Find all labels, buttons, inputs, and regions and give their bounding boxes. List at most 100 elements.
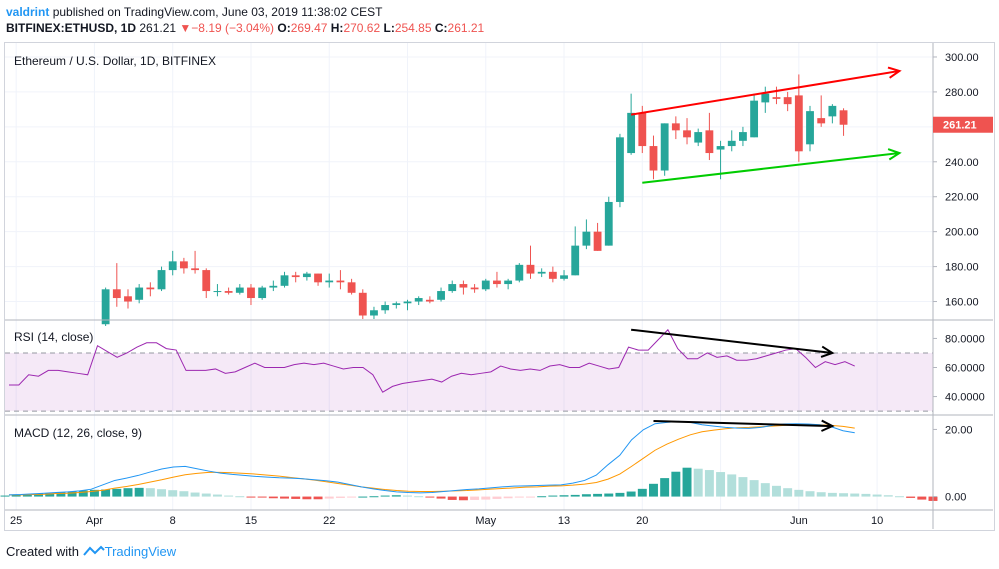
candle-body	[783, 97, 792, 105]
candle	[515, 263, 524, 283]
candle-body	[325, 280, 334, 283]
candle-body	[112, 289, 121, 299]
candle	[772, 86, 781, 105]
candle	[481, 278, 490, 292]
macd-histogram-bar	[347, 496, 357, 498]
candle-body	[548, 271, 557, 279]
price-tick-label: 220.00	[945, 192, 979, 204]
macd-histogram-bar	[22, 494, 32, 497]
resistance-trendline-head	[887, 66, 902, 79]
macd-histogram-bar	[67, 491, 77, 497]
macd-histogram-bar	[313, 496, 323, 500]
candle-body	[493, 280, 501, 285]
candle	[258, 285, 267, 300]
macd-histogram-bar	[212, 494, 222, 497]
chart-grid	[5, 43, 933, 510]
candle-body	[649, 146, 658, 171]
tradingview-link[interactable]: TradingView	[104, 544, 177, 559]
candle-body	[157, 270, 166, 290]
candle-body	[571, 245, 580, 276]
last-price-tag	[933, 116, 993, 133]
macd-histogram-bar	[626, 491, 636, 497]
candle	[694, 128, 703, 147]
macd-histogram-bar	[78, 490, 88, 497]
macd-histogram-bar	[403, 495, 412, 497]
macd-histogram-bar	[526, 496, 535, 498]
candle-body	[627, 112, 636, 154]
candle-body	[839, 110, 848, 125]
candle-body	[224, 291, 233, 293]
macd-histogram-bar	[693, 468, 703, 497]
candle	[235, 284, 244, 295]
candle-body	[124, 296, 132, 302]
macd-histogram-bar	[917, 496, 927, 500]
time-tick-label: 15	[245, 515, 257, 527]
macd-histogram-bar	[0, 495, 10, 497]
support-trendline	[642, 152, 900, 184]
candle	[224, 287, 233, 295]
macd-histogram-bar	[514, 496, 524, 498]
candle-body	[604, 201, 613, 246]
macd-histogram-bar	[145, 488, 155, 497]
author-link[interactable]: valdrint	[6, 5, 50, 19]
macd-histogram-bar	[682, 467, 692, 497]
macd-histogram-bar	[492, 496, 502, 499]
macd-histogram-bar	[246, 496, 256, 498]
candle	[168, 250, 177, 276]
last-price: 261.21	[139, 21, 177, 35]
price-tick-label: 240.00	[945, 157, 979, 169]
macd-histogram-bar	[447, 496, 457, 500]
macd-histogram-bar	[593, 493, 603, 497]
macd-histogram-bar	[816, 492, 826, 497]
candle-body	[806, 111, 814, 145]
candle	[616, 133, 624, 208]
rsi-band-fill	[5, 352, 933, 412]
candle	[839, 108, 848, 136]
candle	[683, 118, 691, 145]
time-tick-label: Jun	[790, 515, 808, 527]
candle-body	[403, 301, 412, 304]
published-text: published on TradingView.com, June 03, 2…	[52, 5, 383, 19]
macd-histogram-bar	[168, 490, 178, 497]
candle-body	[828, 105, 837, 117]
candle	[560, 270, 568, 281]
candle-body	[750, 100, 759, 138]
close-label: C:	[434, 21, 448, 35]
macd-tick-label: 20.00	[945, 424, 973, 436]
macd-histogram-bar	[201, 493, 211, 497]
candle	[582, 219, 591, 250]
candle-body	[437, 291, 445, 300]
time-tick-label: 25	[10, 515, 22, 527]
macd-histogram-bar	[615, 492, 625, 497]
candle-body	[481, 280, 490, 290]
macd-histogram-bar	[861, 493, 871, 497]
candle-body	[526, 264, 535, 274]
candle	[727, 130, 736, 152]
candle-body	[616, 137, 624, 202]
macd-histogram-bar	[89, 489, 99, 497]
macd-histogram-bar	[716, 472, 726, 497]
tradingview-logo-icon	[82, 545, 105, 556]
macd-histogram-bar	[537, 496, 547, 498]
macd-histogram-bar	[45, 493, 55, 497]
macd-divergence-line	[653, 420, 833, 428]
macd-histogram-bar	[649, 483, 658, 497]
macd-signal-line	[9, 423, 855, 496]
rsi-divergence-line	[631, 328, 833, 354]
candle	[817, 95, 826, 127]
candle	[649, 135, 658, 180]
candle	[358, 289, 367, 319]
chart-axes: 25Apr81522May1320Jun10300.00280.00260.00…	[5, 43, 993, 529]
candle	[414, 296, 423, 306]
macd-histogram-bar	[302, 496, 312, 500]
open-value: 269.47	[290, 21, 328, 35]
candle-body	[291, 275, 300, 278]
candle	[571, 226, 580, 276]
macd-histogram-bar	[872, 494, 882, 497]
macd-histogram-bar	[794, 489, 804, 497]
time-tick-label: 10	[871, 515, 883, 527]
macd-histogram-bar	[805, 491, 815, 497]
candle	[671, 116, 680, 140]
macd-histogram-bar	[771, 485, 781, 497]
